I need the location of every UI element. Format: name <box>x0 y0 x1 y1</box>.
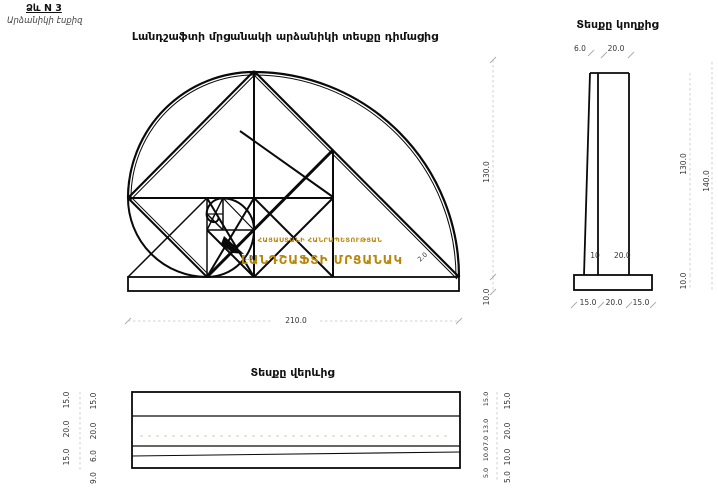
top-view-drawing: 15.0 20.0 15.0 15.0 20.0 6.0 9.0 15.0 13… <box>62 391 512 484</box>
sheet-subtitle: Արձանիկի էսքիզ <box>7 16 83 26</box>
side-base-plinth <box>573 274 653 291</box>
front-height-label: 130.0 <box>482 161 491 183</box>
side-total-height-label: 140.0 <box>702 170 711 192</box>
front-base-plinth <box>127 276 460 292</box>
dim-label: 15.0 <box>89 392 98 409</box>
mast-width-label: 1.0 <box>243 254 253 262</box>
side-base-height-label: 10.0 <box>679 272 688 289</box>
dim-label: 5.0 <box>482 468 490 478</box>
dim-label: 9.0 <box>89 472 98 484</box>
truss-chords <box>127 70 460 280</box>
side-view-drawing: 6.0 20.0 10 20.0 15.0 20.0 15.0 130.0 14… <box>570 44 713 309</box>
top-view-title: Տեսքը վերևից <box>250 366 335 379</box>
form-number: Ձև N 3 <box>26 3 62 14</box>
dim-label: 6.0 <box>89 450 98 462</box>
side-bottom-right-label: 15.0 <box>633 298 650 307</box>
front-dimensions: 130.0 10.0 210.0 <box>124 56 497 325</box>
engraving-line2: ԼԱՆԴՇԱՖՏԻ ՄՐՑԱՆԱԿ <box>241 253 403 267</box>
dim-label: 15.0 <box>503 392 512 409</box>
dim-label: 10.0 <box>503 448 512 465</box>
dim-label: 5.0 <box>503 471 512 483</box>
top-left-dimensions: 15.0 20.0 15.0 15.0 20.0 6.0 9.0 <box>62 391 98 484</box>
dim-label: 20.0 <box>62 420 71 437</box>
front-base-height-label: 10.0 <box>482 288 491 305</box>
dim-label: 10.0 <box>482 447 490 461</box>
side-column-width-label: 20.0 <box>614 251 631 260</box>
nest-dense-area <box>221 236 244 254</box>
side-height-label: 130.0 <box>679 153 688 175</box>
dim-label: 15.0 <box>482 392 490 406</box>
front-width-label: 210.0 <box>285 316 307 325</box>
front-view-drawing: ՀԱՅԱՍՏԱՆԻ ՀԱՆՐԱՊԵՏՈՒԹՅԱՆ ԼԱՆԴՇԱՖՏԻ ՄՐՑԱՆ… <box>124 56 497 325</box>
side-bottom-mid-label: 20.0 <box>606 298 623 307</box>
side-bottom-left-label: 15.0 <box>580 298 597 307</box>
side-column <box>583 72 630 276</box>
side-dimensions: 6.0 20.0 10 20.0 15.0 20.0 15.0 130.0 14… <box>570 44 713 309</box>
top-outline <box>131 391 461 469</box>
side-top-right-label: 20.0 <box>608 44 625 53</box>
dim-label: 13.0 <box>482 419 490 433</box>
spiral-nest <box>206 197 255 278</box>
dim-label: 20.0 <box>89 422 98 439</box>
dim-label: 15.0 <box>62 391 71 408</box>
dim-label: 20.0 <box>503 422 512 439</box>
side-view-title: Տեսքը կողքից <box>576 18 659 31</box>
diag-width-label: 2.0 <box>416 251 429 264</box>
dim-label: 15.0 <box>62 448 71 465</box>
top-right-dimensions: 15.0 13.0 7.0 10.0 5.0 15.0 20.0 10.0 5.… <box>482 392 512 483</box>
dim-label: 7.0 <box>482 436 490 446</box>
front-view-title: Լանդշաֆտի մրցանակի արձանիկի տեսքը դիմացի… <box>131 30 439 43</box>
side-fin-width-label: 10 <box>590 251 600 260</box>
engraving-line1: ՀԱՅԱՍՏԱՆԻ ՀԱՆՐԱՊԵՏՈՒԹՅԱՆ <box>258 236 383 244</box>
side-top-left-label: 6.0 <box>574 44 586 53</box>
top-slope-line <box>131 451 461 457</box>
truss-bracing <box>127 197 334 278</box>
engraving-text: ՀԱՅԱՍՏԱՆԻ ՀԱՆՐԱՊԵՏՈՒԹՅԱՆ ԼԱՆԴՇԱՖՏԻ ՄՐՑԱՆ… <box>241 236 403 267</box>
